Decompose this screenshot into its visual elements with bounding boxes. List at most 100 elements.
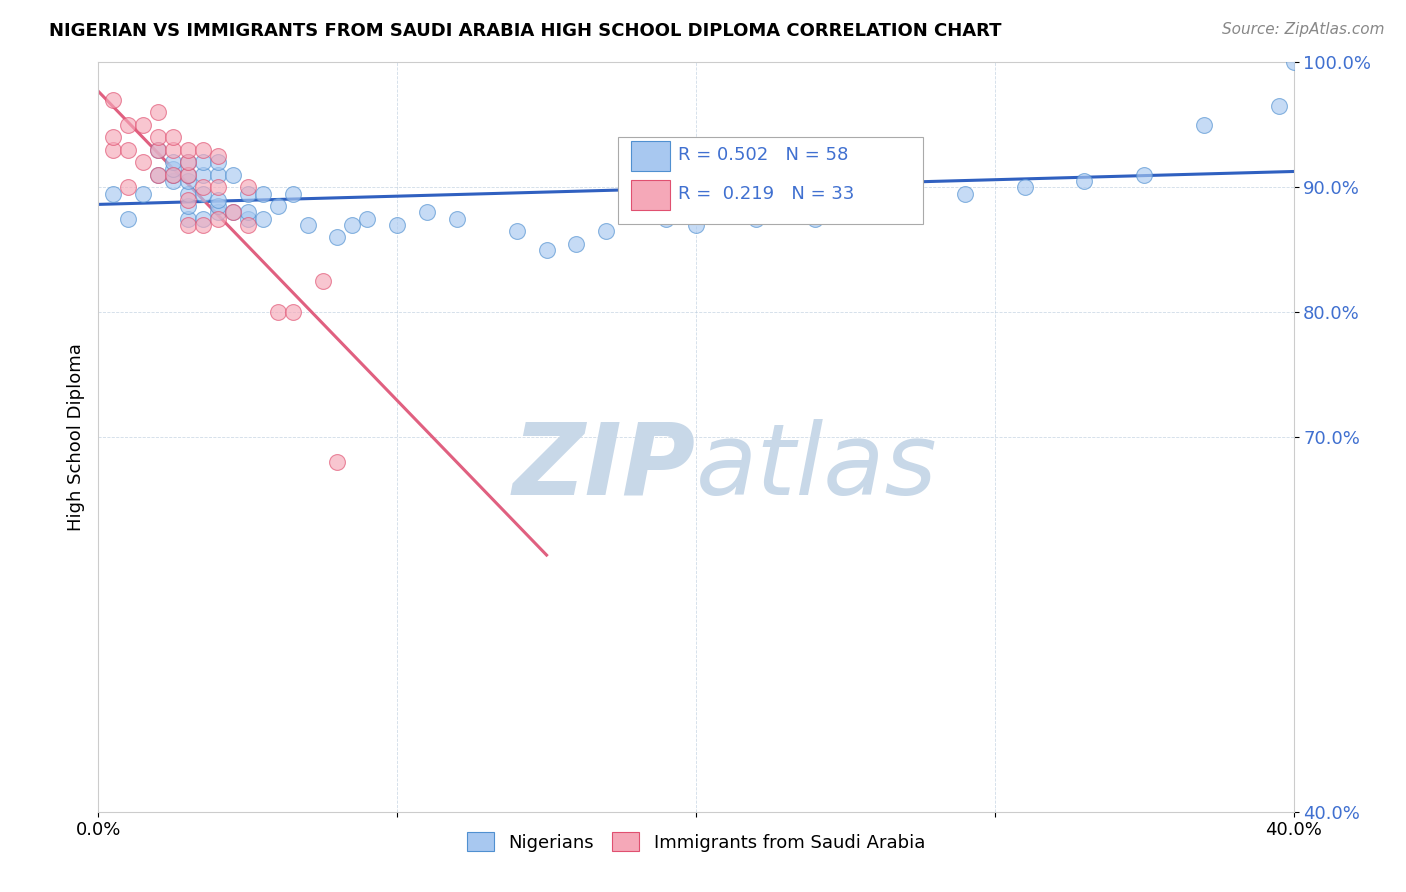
Point xyxy=(162,168,184,182)
Point xyxy=(655,211,678,226)
Point xyxy=(191,218,214,232)
Point xyxy=(222,168,245,182)
Point xyxy=(207,193,229,207)
Point xyxy=(1267,99,1289,113)
Point xyxy=(311,274,333,288)
Point xyxy=(252,186,274,201)
Point xyxy=(685,218,707,232)
Point xyxy=(207,211,229,226)
Point xyxy=(745,211,768,226)
Point xyxy=(177,155,200,169)
Point xyxy=(236,205,259,219)
Point xyxy=(177,143,200,157)
Point xyxy=(191,168,214,182)
FancyBboxPatch shape xyxy=(631,141,669,171)
Point xyxy=(446,211,468,226)
Legend: Nigerians, Immigrants from Saudi Arabia: Nigerians, Immigrants from Saudi Arabia xyxy=(460,825,932,859)
Point xyxy=(222,205,245,219)
Point xyxy=(177,155,200,169)
Point xyxy=(177,211,200,226)
Point xyxy=(132,186,155,201)
Point xyxy=(804,211,827,226)
Point xyxy=(132,155,155,169)
Point xyxy=(177,218,200,232)
Point xyxy=(148,168,170,182)
Point xyxy=(117,211,139,226)
Point xyxy=(191,186,214,201)
Text: NIGERIAN VS IMMIGRANTS FROM SAUDI ARABIA HIGH SCHOOL DIPLOMA CORRELATION CHART: NIGERIAN VS IMMIGRANTS FROM SAUDI ARABIA… xyxy=(49,22,1001,40)
Point xyxy=(103,130,125,145)
Point xyxy=(103,93,125,107)
Point xyxy=(1282,55,1305,70)
Point xyxy=(595,224,617,238)
Point xyxy=(236,186,259,201)
Point xyxy=(177,193,200,207)
Y-axis label: High School Diploma: High School Diploma xyxy=(66,343,84,531)
Point xyxy=(775,193,797,207)
Point xyxy=(236,218,259,232)
Point xyxy=(191,155,214,169)
Point xyxy=(207,180,229,194)
Point xyxy=(356,211,378,226)
Point xyxy=(177,168,200,182)
Point xyxy=(297,218,319,232)
Point xyxy=(162,174,184,188)
Point xyxy=(326,230,349,244)
Text: R =  0.219   N = 33: R = 0.219 N = 33 xyxy=(678,185,855,202)
Point xyxy=(132,118,155,132)
Point xyxy=(162,155,184,169)
Point xyxy=(1073,174,1095,188)
Point xyxy=(177,186,200,201)
Point xyxy=(117,118,139,132)
Point xyxy=(162,161,184,176)
Point xyxy=(162,130,184,145)
Point xyxy=(207,155,229,169)
Text: atlas: atlas xyxy=(696,418,938,516)
Point xyxy=(281,305,304,319)
Point xyxy=(565,236,588,251)
Point xyxy=(177,174,200,188)
Point xyxy=(162,168,184,182)
Point xyxy=(207,199,229,213)
Point xyxy=(281,186,304,201)
Point xyxy=(267,199,290,213)
Point xyxy=(191,143,214,157)
Point xyxy=(1014,180,1036,194)
Point xyxy=(177,199,200,213)
Point xyxy=(894,193,917,207)
Point xyxy=(117,180,139,194)
Point xyxy=(1133,168,1156,182)
Point xyxy=(148,105,170,120)
Point xyxy=(148,143,170,157)
Point xyxy=(236,180,259,194)
Point xyxy=(506,224,529,238)
Point xyxy=(191,180,214,194)
Point xyxy=(162,143,184,157)
Point xyxy=(326,455,349,469)
Point xyxy=(536,243,558,257)
Point xyxy=(148,143,170,157)
Point xyxy=(117,143,139,157)
Text: R = 0.502   N = 58: R = 0.502 N = 58 xyxy=(678,145,848,163)
Point xyxy=(207,168,229,182)
Text: Source: ZipAtlas.com: Source: ZipAtlas.com xyxy=(1222,22,1385,37)
Point xyxy=(953,186,976,201)
Point xyxy=(416,205,439,219)
Point xyxy=(103,143,125,157)
Text: ZIP: ZIP xyxy=(513,418,696,516)
Point xyxy=(385,218,409,232)
Point xyxy=(222,205,245,219)
Point xyxy=(342,218,364,232)
Point xyxy=(236,211,259,226)
FancyBboxPatch shape xyxy=(619,137,922,224)
Point xyxy=(148,168,170,182)
Point xyxy=(252,211,274,226)
Point xyxy=(1192,118,1215,132)
Point xyxy=(177,168,200,182)
FancyBboxPatch shape xyxy=(631,180,669,210)
Point xyxy=(207,149,229,163)
Point xyxy=(865,205,887,219)
Point xyxy=(207,205,229,219)
Point xyxy=(148,130,170,145)
Point xyxy=(103,186,125,201)
